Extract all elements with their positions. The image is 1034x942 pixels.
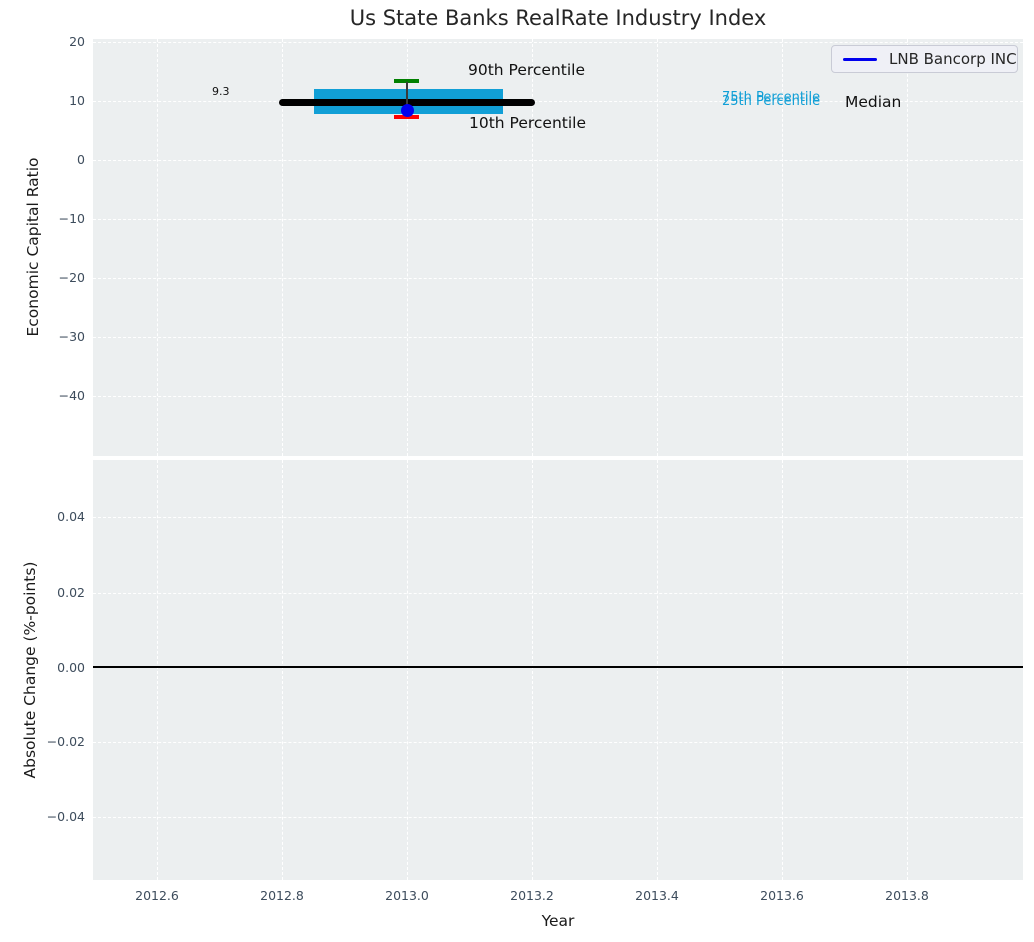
bottom-y-axis-label: Absolute Change (%-points)	[21, 561, 39, 779]
economic-capital-ratio-plot	[93, 39, 1023, 456]
xtick-label: 2013.0	[385, 888, 429, 903]
ytick-label: 0.02	[57, 585, 85, 600]
legend-label: LNB Bancorp INC	[889, 50, 1017, 68]
p10-annotation: 10th Percentile	[469, 114, 587, 132]
ytick-label: −20	[58, 270, 85, 285]
ytick-label: −30	[58, 329, 85, 344]
zero-change-line	[93, 666, 1023, 668]
ytick-label: 10	[69, 93, 85, 108]
median-value-annotation: 9.3	[212, 85, 230, 98]
top-y-axis-label: Economic Capital Ratio	[24, 157, 42, 337]
gridline	[907, 39, 908, 456]
gridline	[407, 39, 408, 456]
ytick-label: 0.04	[57, 509, 85, 524]
gridline	[93, 160, 1023, 161]
gridline	[93, 817, 1023, 818]
p75-annotation: 75th Percentile	[722, 90, 821, 105]
gridline	[93, 396, 1023, 397]
xtick-label: 2013.8	[885, 888, 929, 903]
gridline	[93, 337, 1023, 338]
ytick-label: −40	[58, 388, 85, 403]
lnb-bancorp-data-point	[401, 104, 414, 117]
gridline	[93, 101, 1023, 102]
gridline	[93, 219, 1023, 220]
gridline	[282, 460, 283, 880]
x-axis-label: Year	[541, 912, 575, 930]
ytick-label: −0.04	[46, 809, 85, 824]
gridline	[282, 39, 283, 456]
absolute-change-plot	[93, 460, 1023, 880]
gridline	[93, 593, 1023, 594]
xtick-label: 2012.8	[260, 888, 304, 903]
legend-line-swatch	[843, 57, 877, 61]
gridline	[532, 460, 533, 880]
ytick-label: 20	[69, 34, 85, 49]
xtick-label: 2013.6	[760, 888, 804, 903]
gridline	[657, 460, 658, 880]
ytick-label: 0.00	[57, 660, 85, 675]
p10-cap-marker	[394, 115, 419, 119]
gridline	[782, 39, 783, 456]
xtick-label: 2012.6	[135, 888, 179, 903]
xtick-label: 2013.2	[510, 888, 554, 903]
gridline	[93, 278, 1023, 279]
whisker-stem	[406, 82, 408, 110]
gridline	[157, 460, 158, 880]
chart-title: Us State Banks RealRate Industry Index	[349, 6, 767, 30]
xtick-label: 2013.4	[635, 888, 679, 903]
p25-annotation: 25th Percentile	[722, 94, 821, 109]
gridline	[93, 517, 1023, 518]
gridline	[907, 460, 908, 880]
p90-annotation: 90th Percentile	[468, 61, 586, 79]
ytick-label: −10	[58, 211, 85, 226]
ytick-label: 0	[77, 152, 85, 167]
p90-cap-marker	[394, 79, 419, 83]
gridline	[407, 460, 408, 880]
median-annotation: Median	[845, 93, 902, 111]
gridline	[532, 39, 533, 456]
gridline	[93, 742, 1023, 743]
gridline	[782, 460, 783, 880]
gridline	[93, 42, 1023, 43]
legend: LNB Bancorp INC	[831, 45, 1018, 73]
gridline	[657, 39, 658, 456]
gridline	[157, 39, 158, 456]
ytick-label: −0.02	[46, 734, 85, 749]
